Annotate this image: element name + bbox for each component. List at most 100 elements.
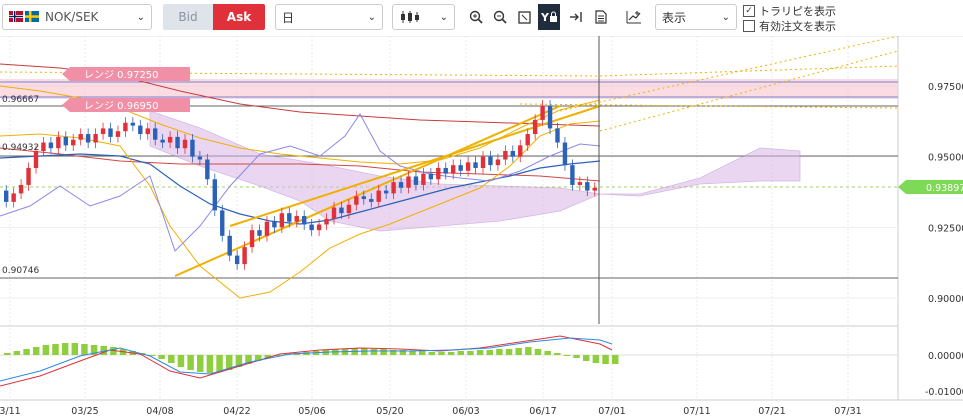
histogram-bar <box>100 346 107 355</box>
date-tick-label: 04/08 <box>146 406 173 416</box>
date-tick-label: 06/17 <box>529 406 556 416</box>
trend-channel-lower <box>174 105 561 277</box>
range-label-upper-text: レンジ 0.97250 <box>84 70 159 81</box>
histogram-bar <box>52 344 59 355</box>
candle-body <box>100 128 106 135</box>
histogram-bar <box>71 343 79 355</box>
ask-button[interactable]: Ask <box>213 4 265 30</box>
candle-body <box>346 204 352 214</box>
candle-body <box>309 224 314 231</box>
chevron-down-icon: ⌄ <box>721 11 730 23</box>
timeframe-label: 日 <box>282 10 295 25</box>
candle-body <box>570 165 575 185</box>
histogram-bar <box>197 355 204 372</box>
candle-body <box>361 196 366 200</box>
show-orders-checkbox[interactable]: 有効注文を表示 <box>743 18 836 34</box>
document-icon[interactable] <box>590 4 612 30</box>
histogram-bar <box>4 353 11 355</box>
candle-body <box>160 139 165 143</box>
candle-body <box>369 199 374 202</box>
histogram-bar <box>216 355 223 372</box>
candle-body <box>182 139 188 149</box>
candle-body <box>577 182 583 185</box>
candle-body <box>383 190 389 194</box>
scroll-to-latest-icon[interactable] <box>565 4 587 30</box>
candle-body <box>547 105 553 129</box>
candle-body <box>130 122 136 126</box>
current-price-tag: 0.93897 <box>898 180 963 194</box>
show-trendline-checkbox[interactable]: ✓ トラリピを表示 <box>743 3 836 19</box>
candle-body <box>376 190 381 202</box>
zoom-out-icon[interactable] <box>489 4 511 30</box>
histogram-bar <box>23 349 30 355</box>
candle-body <box>406 176 411 188</box>
candle-body <box>525 134 530 146</box>
bid-button[interactable]: Bid <box>163 4 213 30</box>
candle-body <box>436 167 441 180</box>
histogram-bar <box>583 355 590 361</box>
range-label-upper[interactable]: レンジ 0.97250 <box>62 67 190 81</box>
candle-body <box>465 162 471 171</box>
date-tick-label: 07/01 <box>598 406 625 416</box>
range-label-lower-text: レンジ 0.96950 <box>84 101 159 112</box>
candle-body <box>421 173 426 185</box>
histogram-bar <box>235 355 243 367</box>
date-tick-label: 05/20 <box>376 406 403 416</box>
histogram-bar <box>42 345 50 355</box>
histogram-bar <box>158 355 165 359</box>
range-label-lower[interactable]: レンジ 0.96950 <box>62 98 190 112</box>
candle-body <box>279 213 285 228</box>
price-chart[interactable]: レンジ 0.97250 レンジ 0.96950 0.96667 0.94932 … <box>0 36 963 416</box>
candle-body <box>257 230 262 236</box>
histogram-bar <box>399 350 407 355</box>
trendline-lock-icon[interactable]: Y <box>538 4 560 30</box>
signal-line <box>0 335 613 387</box>
trend-projection-2 <box>599 50 899 132</box>
candle-body <box>63 136 68 146</box>
bollinger-lower-line <box>0 120 601 299</box>
histogram-bar <box>245 355 252 364</box>
candle-body <box>26 167 31 185</box>
checkbox-checked-icon: ✓ <box>743 5 755 17</box>
lagging-span-line <box>0 113 601 252</box>
candle-body <box>249 230 255 248</box>
range-band <box>0 79 898 99</box>
show-trendline-label: トラリピを表示 <box>759 5 836 18</box>
fit-screen-icon[interactable] <box>513 4 535 30</box>
histogram-bar <box>554 353 561 355</box>
candle-body <box>33 151 39 168</box>
currency-pair-select[interactable]: NOK/SEK ⌄ <box>2 4 152 30</box>
chart-type-select[interactable]: ⌄ <box>392 4 455 30</box>
zoom-in-icon[interactable] <box>465 4 487 30</box>
candle-body <box>398 182 404 188</box>
add-indicator-icon[interactable] <box>623 4 645 30</box>
candle-body <box>242 247 247 265</box>
display-label: 表示 <box>662 10 687 25</box>
date-tick-label: 07/31 <box>834 406 861 416</box>
candle-body <box>451 165 456 174</box>
histogram-bar <box>32 347 40 355</box>
candle-body <box>294 216 299 222</box>
trend-projection-3 <box>0 65 899 77</box>
candle-body <box>316 224 322 231</box>
date-tick-label: 3/11 <box>0 406 21 416</box>
timeframe-select[interactable]: 日 ⌄ <box>275 4 383 30</box>
candle-body <box>41 142 46 152</box>
histogram-bar <box>467 351 474 355</box>
display-select[interactable]: 表示 ⌄ <box>655 4 737 30</box>
date-tick-label: 07/21 <box>758 406 785 416</box>
candle-body <box>4 190 9 202</box>
histogram-bar <box>447 352 455 355</box>
candle-body <box>510 151 515 157</box>
candle-body <box>480 156 486 168</box>
candle-body <box>562 142 568 166</box>
level-label-high: 0.96667 <box>2 95 39 105</box>
candle-body <box>503 151 508 160</box>
histogram-bar <box>544 351 551 355</box>
histogram-bar <box>13 351 21 355</box>
histogram-bar <box>457 351 465 355</box>
date-tick-label: 03/25 <box>71 406 98 416</box>
candle-body <box>302 216 307 225</box>
